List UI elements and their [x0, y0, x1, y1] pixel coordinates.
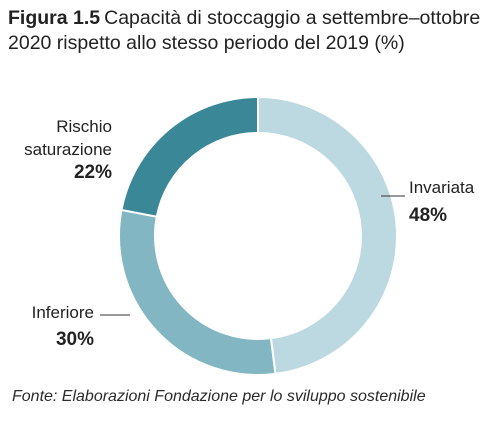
source-note: Fonte: Elaborazioni Fondazione per lo sv… — [12, 388, 426, 405]
slice-label-rischio-saturazione: saturazione — [24, 140, 112, 159]
donut-slice-inferiore — [118, 208, 277, 376]
donut-slice-invariata — [257, 95, 398, 376]
slice-value-inferiore: 30% — [56, 329, 94, 350]
slice-labels: Invariata 48% Inferiore 30% Rischio saturazio… — [24, 117, 475, 350]
figure-label: Figura 1.5 — [8, 7, 101, 29]
donut-slices — [118, 95, 398, 376]
slice-label-inferiore: Inferiore — [32, 303, 94, 322]
slice-value-invariata: 48% — [409, 205, 447, 226]
slice-value-rischio-saturazione: 22% — [74, 162, 112, 183]
donut-slice-rischio-saturazione — [120, 95, 259, 218]
figure-title: Capacità di stoccaggio a settembre–ottob… — [8, 7, 481, 54]
slice-label-invariata: Invariata — [409, 178, 475, 197]
slice-label-rischio-saturazione: Rischio — [56, 117, 112, 136]
chart-title: Figura 1.5 Capacità di stoccaggio a sette… — [8, 6, 494, 56]
